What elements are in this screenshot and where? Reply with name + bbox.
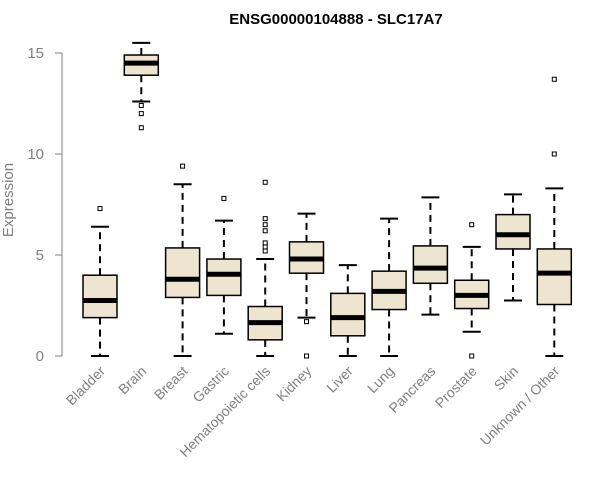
outlier-point: [551, 151, 557, 157]
x-category-label: Skin: [491, 363, 522, 394]
x-category-label: Breast: [151, 363, 191, 403]
x-category-label: Liver: [323, 363, 356, 396]
box-rect: [412, 245, 449, 285]
box-rect: [206, 258, 242, 297]
box-group: [330, 264, 366, 357]
x-category-label: Brain: [115, 363, 149, 397]
outlier-point: [262, 240, 268, 246]
box-rect: [82, 274, 118, 319]
x-category-label: Prostate: [432, 363, 480, 411]
box-rect: [330, 292, 366, 337]
box-group: [536, 76, 573, 357]
outlier-point: [469, 222, 475, 228]
box-group: [82, 206, 118, 357]
outlier-point: [97, 206, 103, 212]
outlier-point: [221, 195, 227, 201]
outlier-point: [138, 111, 144, 117]
box-group: [206, 195, 242, 335]
outlier-point: [262, 228, 268, 234]
box-rect: [536, 248, 573, 306]
y-tick-label: 5: [36, 247, 44, 264]
outlier-point: [262, 244, 268, 250]
outlier-point: [304, 353, 309, 359]
box-rect: [495, 213, 531, 250]
outlier-point: [469, 353, 475, 359]
x-category-label: Lung: [364, 363, 397, 396]
x-category-label: Bladder: [63, 363, 109, 409]
outlier-point: [180, 163, 186, 169]
chart-title: ENSG00000104888 - SLC17A7: [229, 11, 442, 28]
outlier-point: [138, 103, 144, 109]
boxes: [82, 41, 573, 359]
outlier-point: [262, 216, 268, 222]
box-group: [412, 196, 449, 316]
outlier-point: [262, 222, 268, 228]
box-rect: [164, 247, 201, 299]
y-tick-label: 10: [27, 146, 44, 163]
outlier-point: [551, 76, 557, 82]
x-category-label: Kidney: [273, 363, 315, 405]
outlier-point: [262, 179, 268, 185]
box-group: [247, 179, 283, 357]
box-group: [371, 217, 407, 357]
outlier-point: [138, 125, 144, 131]
box-group: [123, 41, 160, 131]
y-tick-label: 15: [27, 45, 44, 62]
y-tick-label: 0: [36, 348, 44, 365]
box-group: [453, 222, 490, 359]
box-group: [288, 212, 325, 359]
box-group: [164, 163, 201, 357]
box-group: [495, 193, 531, 302]
outlier-point: [262, 248, 268, 254]
y-ticks: 0 5 10 15: [27, 45, 62, 365]
y-axis-label: Expression: [0, 163, 17, 237]
outlier-point: [304, 319, 309, 325]
